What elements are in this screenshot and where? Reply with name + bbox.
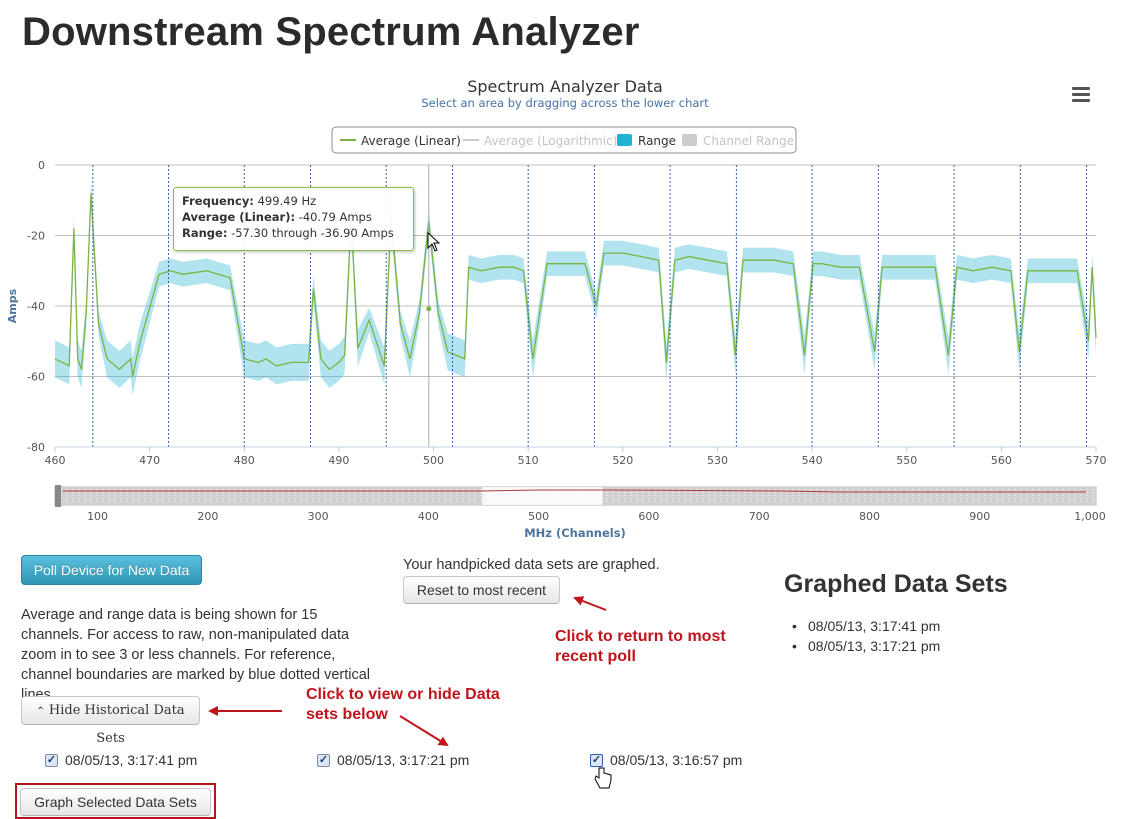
dataset-label: 08/05/13, 3:17:21 pm (337, 752, 470, 768)
view-hide-annotation: Click to view or hide Data sets below (306, 685, 500, 725)
hamburger-menu-icon (1072, 87, 1090, 90)
navigator-handle-left (55, 485, 61, 507)
x-axis-title: MHz (Channels) (524, 526, 626, 540)
check-icon[interactable]: ✓ (317, 753, 330, 767)
x-tick-label: 550 (896, 454, 917, 467)
page-title: Downstream Spectrum Analyzer (22, 10, 640, 54)
check-icon[interactable]: ✓ (590, 753, 603, 767)
navigator-tick-label: 500 (528, 510, 549, 523)
chart-menu-button[interactable] (1068, 84, 1094, 104)
tooltip-average-value: -40.79 Amps (298, 210, 372, 224)
x-tick-label: 470 (139, 454, 160, 467)
tooltip-range-value: -57.30 through -36.90 Amps (231, 226, 394, 240)
x-tick-label: 500 (423, 454, 444, 467)
info-text: Average and range data is being shown fo… (21, 607, 371, 703)
tooltip-average-label: Average (Linear): (182, 210, 296, 224)
legend-swatch (682, 134, 697, 146)
legend-swatch (617, 134, 632, 146)
graphed-data-sets-title: Graphed Data Sets (784, 570, 1008, 598)
average-linear-line (54, 193, 1097, 377)
legend-item-label: Range (638, 134, 676, 148)
dataset-label: 08/05/13, 3:16:57 pm (610, 752, 743, 768)
hide-historical-label: Hide Historical Data Sets (48, 703, 185, 746)
x-tick-label: 480 (234, 454, 255, 467)
navigator-tick-label: 600 (638, 510, 659, 523)
legend-item-label: Average (Linear) (361, 134, 461, 148)
navigator-series-line (63, 489, 1086, 493)
double-chevron-up-icon: ⌃ (36, 706, 45, 717)
reset-annotation-line2: recent poll (555, 648, 636, 665)
dataset-checkbox-item[interactable]: ✓ 08/05/13, 3:16:57 pm (590, 752, 742, 768)
chart-title: Spectrum Analyzer Data (467, 77, 663, 96)
navigator-tick-label: 300 (308, 510, 329, 523)
legend-item-label: Channel Range (703, 134, 794, 148)
chart-legend (331, 126, 797, 154)
reset-annotation-line1: Click to return to most (555, 628, 726, 645)
poll-device-button[interactable]: Poll Device for New Data (21, 555, 202, 585)
hide-historical-button[interactable]: ⌃ Hide Historical Data Sets (21, 696, 200, 746)
y-tick-label: -60 (27, 371, 45, 384)
navigator-tick-label: 1,000 (1074, 510, 1106, 523)
legend-item-label: Average (Logarithmic) (484, 134, 617, 148)
dataset-label: 08/05/13, 3:17:41 pm (65, 752, 198, 768)
navigator-tick-label: 700 (749, 510, 770, 523)
navigator-selection (482, 487, 602, 505)
navigator-tick-label: 800 (859, 510, 880, 523)
y-tick-label: 0 (38, 159, 45, 172)
y-tick-label: -40 (27, 300, 45, 313)
tooltip-range-label: Range: (182, 226, 228, 240)
chart-subtitle: Select an area by dragging across the lo… (421, 96, 709, 110)
dataset-checkbox-item[interactable]: ✓ 08/05/13, 3:17:21 pm (317, 752, 469, 768)
x-tick-label: 490 (328, 454, 349, 467)
x-tick-label: 570 (1086, 454, 1107, 467)
chart-tooltip: Frequency: 499.49 Hz Average (Linear): -… (173, 187, 414, 251)
view-hide-annotation-line1: Click to view or hide Data (306, 686, 500, 703)
reset-to-recent-button[interactable]: Reset to most recent (403, 576, 560, 604)
navigator-tick-label: 200 (197, 510, 218, 523)
y-tick-label: -20 (27, 230, 45, 243)
reset-annotation: Click to return to most recent poll (555, 627, 726, 667)
navigator-tick-label: 400 (418, 510, 439, 523)
navigator-mask-left (61, 487, 486, 505)
graphed-data-sets-list: 08/05/13, 3:17:41 pm 08/05/13, 3:17:21 p… (792, 616, 940, 656)
handpicked-text: Your handpicked data sets are graphed. (403, 557, 660, 573)
y-tick-label: -80 (27, 441, 45, 454)
tooltip-frequency-value: 499.49 Hz (257, 194, 317, 208)
chart-svg[interactable]: Spectrum Analyzer Data Select an area by… (0, 70, 1129, 545)
hand-cursor-icon (594, 767, 612, 789)
arrow-to-reset (573, 596, 607, 611)
x-tick-label: 460 (45, 454, 66, 467)
check-icon[interactable]: ✓ (45, 753, 58, 767)
dataset-checkbox-item[interactable]: ✓ 08/05/13, 3:17:41 pm (45, 752, 197, 768)
navigator-tick-label: 100 (87, 510, 108, 523)
hover-point (426, 306, 432, 312)
y-axis-title: Amps (6, 288, 19, 323)
tooltip-frequency-label: Frequency: (182, 194, 254, 208)
view-hide-annotation-line2: sets below (306, 706, 388, 723)
navigator-mask-right (603, 487, 1096, 505)
list-item: 08/05/13, 3:17:41 pm (792, 616, 940, 636)
x-tick-label: 520 (612, 454, 633, 467)
x-tick-label: 530 (707, 454, 728, 467)
navigator-tick-label: 900 (969, 510, 990, 523)
x-tick-label: 560 (991, 454, 1012, 467)
spectrum-chart[interactable]: Spectrum Analyzer Data Select an area by… (0, 70, 1129, 545)
x-tick-label: 510 (518, 454, 539, 467)
graph-selected-button[interactable]: Graph Selected Data Sets (20, 788, 211, 816)
list-item: 08/05/13, 3:17:21 pm (792, 636, 940, 656)
x-tick-label: 540 (802, 454, 823, 467)
